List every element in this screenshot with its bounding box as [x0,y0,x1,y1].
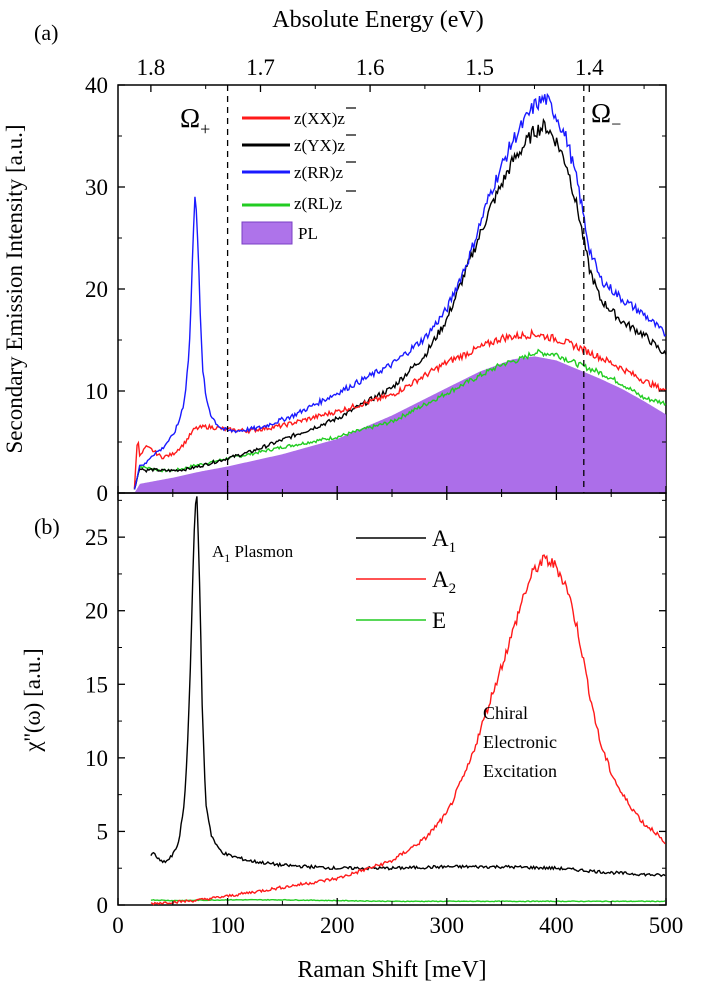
top-axis-tick-label: 1.8 [137,55,166,80]
legend-text-rl: z(RL)z [294,194,343,213]
panel-b-frame [117,492,667,906]
plasmon-annotation: A1 Plasmon [212,542,294,565]
legend-text-xx: z(XX)z [294,109,345,128]
legend-text-pl: PL [298,224,318,243]
legend-swatch-pl [241,221,293,245]
panel-a: 0 10 20 30 40 1.8 1.7 1.6 1.5 1.4 (a) Absolute En… [2,7,667,506]
panel-b: 0 5 10 15 20 25 0 100 200 300 400 500 (b) χ''(ω) [a… [20,492,683,938]
legend-item-xx: z(XX)z [242,107,356,128]
legend-item-e: E [356,608,446,633]
legend-item-a1: A1 [356,526,456,556]
panel-a-legend: z(XX)z z(YX)z z(RR)z z(RL)z PL [241,107,356,245]
panel-b-legend: A1 A2 E [356,526,456,633]
chiral-annotation: Chiral Electronic Excitation [483,703,557,781]
x-tick-label: 200 [320,913,355,938]
legend-text-a2: A2 [432,567,456,597]
panel-b-plot-area [150,496,666,906]
panel-a-axes: 0 10 20 30 40 1.8 1.7 1.6 1.5 1.4 [85,55,667,506]
legend-item-yx: z(YX)z [242,134,356,155]
legend-text-yx: z(YX)z [294,136,345,155]
top-axis-tick-label: 1.7 [246,55,275,80]
legend-text-e: E [432,608,446,633]
panel-a-y-tick-label: 10 [85,379,108,404]
x-tick-label: 100 [210,913,245,938]
panel-b-y-tick-label: 10 [85,746,108,771]
omega-plus-label: Ω+ [180,103,210,139]
legend-item-rl: z(RL)z [242,190,356,213]
panel-b-y-tick-label: 0 [97,893,109,918]
series-yx-line [133,117,667,490]
series-rr-line [133,92,667,490]
panel-a-y-tick-label: 30 [85,175,108,200]
panel-b-y-tick-label: 20 [85,599,108,624]
panel-a-y-tick-label: 0 [97,481,109,506]
top-axis-title: Absolute Energy (eV) [272,7,484,33]
panel-b-y-tick-label: 25 [85,525,108,550]
panel-b-label: (b) [34,514,60,539]
legend-item-a2: A2 [356,567,456,597]
panel-a-plot-area [133,85,667,493]
x-tick-label: 500 [649,913,684,938]
series-xx-line [133,327,667,489]
top-axis-tick-label: 1.4 [575,55,604,80]
panel-b-axes: 0 5 10 15 20 25 0 100 200 300 400 500 [85,493,683,938]
panel-a-y-axis-title: Secondary Emission Intensity [a.u.] [2,125,27,454]
legend-text-a1: A1 [432,526,456,556]
legend-item-pl: PL [241,221,318,245]
panel-b-y-axis-title: χ''(ω) [a.u.] [20,648,45,752]
panel-b-y-tick-label: 5 [97,819,109,844]
legend-item-rr: z(RR)z [242,161,356,182]
x-tick-label: 400 [539,913,574,938]
chiral-annotation-line-3: Excitation [483,761,557,781]
chiral-annotation-line-2: Electronic [483,732,557,752]
panel-a-label: (a) [34,20,58,45]
panel-a-y-tick-label: 40 [85,73,108,98]
legend-text-rr: z(RR)z [294,163,344,182]
series-a2-line [150,554,666,906]
x-tick-label: 0 [112,913,124,938]
series-a1-line [150,496,666,878]
top-axis-tick-label: 1.5 [465,55,494,80]
panel-b-y-tick-label: 15 [85,672,108,697]
panel-a-y-tick-label: 20 [85,277,108,302]
omega-minus-label: Ω− [591,98,621,134]
series-pl-area [134,356,666,493]
chiral-annotation-line-1: Chiral [483,703,528,723]
x-axis-title: Raman Shift [meV] [297,957,486,983]
series-e-line [150,898,666,903]
x-tick-label: 300 [430,913,465,938]
top-axis-tick-label: 1.6 [356,55,385,80]
